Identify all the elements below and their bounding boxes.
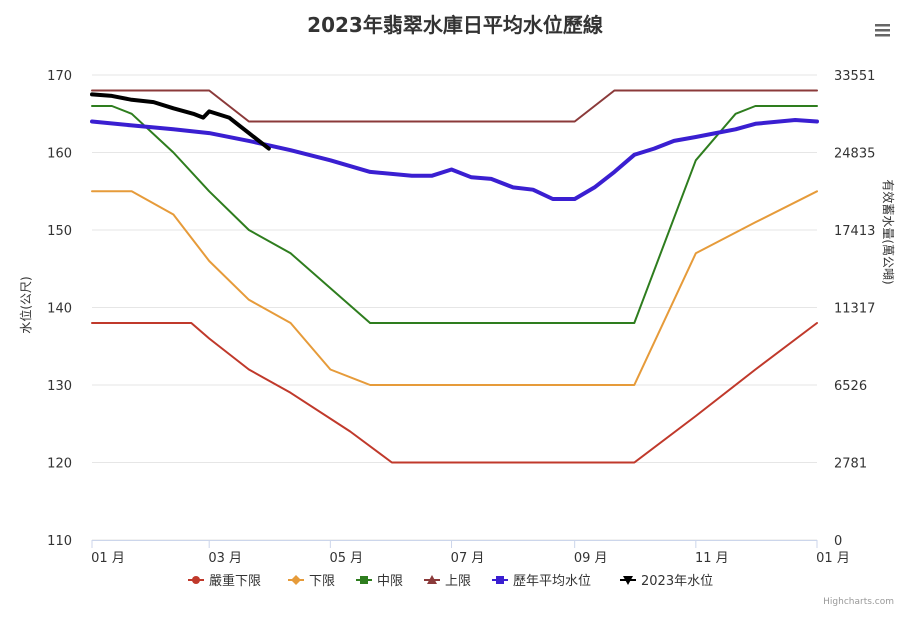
x-tick-label: 03 月 bbox=[208, 551, 242, 566]
chart-title: 2023年翡翠水庫日平均水位歷線 bbox=[307, 13, 603, 37]
series-line-4[interactable] bbox=[91, 89, 818, 123]
x-tick-label: 01 月 bbox=[91, 551, 125, 566]
plot-series bbox=[90, 89, 819, 464]
legend-marker bbox=[360, 576, 368, 584]
series-line-5[interactable] bbox=[90, 118, 819, 201]
x-tick-label: 01 月 bbox=[816, 551, 850, 566]
legend-item-6[interactable]: 2023年水位 bbox=[620, 574, 713, 589]
axes: 110 120 130 140 150 160 170 33551 24835 17413 1131… bbox=[47, 69, 875, 566]
y-tick-label: 120 bbox=[47, 457, 72, 472]
legend-marker bbox=[623, 576, 633, 585]
y-tick-label: 150 bbox=[47, 224, 72, 239]
y-tick-label: 160 bbox=[47, 147, 72, 162]
x-tick-label: 07 月 bbox=[451, 551, 485, 566]
menu-button[interactable] bbox=[870, 18, 894, 40]
legend-marker bbox=[192, 576, 200, 584]
y2-tick-label: 6526 bbox=[834, 379, 867, 394]
y-tick-label: 170 bbox=[47, 69, 72, 84]
y2-tick-label: 0 bbox=[834, 534, 842, 549]
x-tick-label: 11 月 bbox=[695, 551, 729, 566]
legend-label: 中限 bbox=[377, 574, 403, 589]
legend-label: 下限 bbox=[309, 574, 335, 589]
series-line-2[interactable] bbox=[91, 190, 818, 386]
menu-icon-bar-top bbox=[875, 24, 890, 27]
x-tick-label: 05 月 bbox=[330, 551, 364, 566]
hamburger-menu-icon[interactable] bbox=[875, 24, 890, 37]
y2-tick-label: 33551 bbox=[834, 69, 875, 84]
legend-label: 上限 bbox=[445, 574, 471, 589]
legend-marker bbox=[291, 575, 301, 585]
x-tick-label: 09 月 bbox=[574, 551, 608, 566]
y2-tick-label: 24835 bbox=[834, 147, 875, 162]
legend: 嚴重下限 下限 中限 上限 歷年平均水位 2023年水位 bbox=[188, 573, 713, 589]
y-tick-label: 130 bbox=[47, 379, 72, 394]
y-tick-label: 140 bbox=[47, 302, 72, 317]
legend-item-3[interactable]: 中限 bbox=[356, 574, 403, 589]
legend-label: 歷年平均水位 bbox=[513, 574, 591, 589]
y-axis-title: 水位(公尺) bbox=[18, 276, 33, 333]
series-line-6[interactable] bbox=[90, 92, 271, 151]
credits-link[interactable]: Highcharts.com bbox=[823, 597, 894, 607]
series-line-3[interactable] bbox=[91, 105, 818, 324]
legend-label: 嚴重下限 bbox=[209, 573, 261, 589]
y2-tick-label: 17413 bbox=[834, 224, 875, 239]
menu-icon-bar-bottom bbox=[875, 34, 890, 37]
y2-tick-label: 11317 bbox=[834, 302, 875, 317]
legend-marker bbox=[427, 575, 437, 584]
y2-axis-title: 有效蓄水量(萬公噸) bbox=[881, 179, 896, 284]
series-line-1[interactable] bbox=[91, 322, 818, 464]
legend-label: 2023年水位 bbox=[641, 574, 713, 589]
legend-item-2[interactable]: 下限 bbox=[288, 574, 335, 589]
legend-item-4[interactable]: 上限 bbox=[424, 574, 471, 589]
legend-item-1[interactable]: 嚴重下限 bbox=[188, 573, 261, 589]
y-tick-label: 110 bbox=[47, 534, 72, 549]
y2-tick-label: 2781 bbox=[834, 457, 867, 472]
legend-item-5[interactable]: 歷年平均水位 bbox=[492, 574, 591, 589]
legend-marker bbox=[496, 576, 504, 584]
menu-icon-bar-middle bbox=[875, 29, 890, 32]
